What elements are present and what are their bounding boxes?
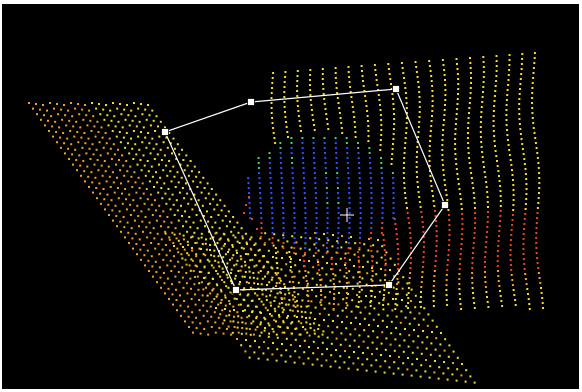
square-handle-icon[interactable] xyxy=(385,281,393,289)
point-cloud xyxy=(28,52,544,384)
selection-polygon[interactable] xyxy=(161,85,449,294)
square-handle-icon[interactable] xyxy=(441,201,449,209)
square-handle-icon[interactable] xyxy=(247,98,255,106)
square-handle-icon[interactable] xyxy=(161,128,169,136)
square-handle-icon[interactable] xyxy=(232,286,240,294)
point-cloud-canvas[interactable] xyxy=(2,4,579,389)
viewport-canvas[interactable] xyxy=(2,4,579,389)
square-handle-icon[interactable] xyxy=(392,85,400,93)
crosshair-icon xyxy=(340,208,354,222)
